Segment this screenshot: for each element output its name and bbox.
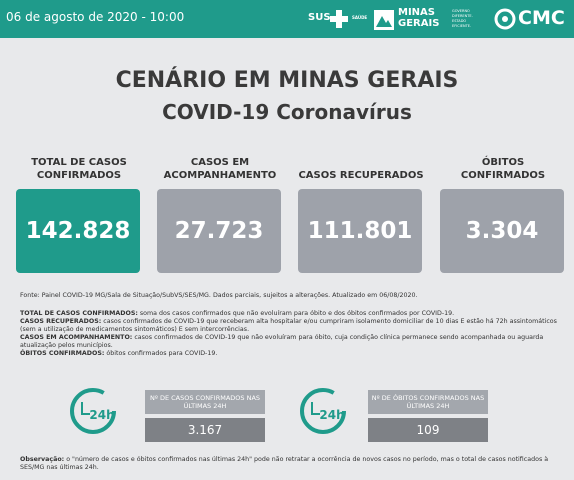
logo-saude: SAÚDE <box>352 15 368 20</box>
definition-term: ÓBITOS CONFIRMADOS: <box>20 350 105 357</box>
card-value: 111.801 <box>298 189 422 273</box>
card-value: 27.723 <box>157 189 281 273</box>
clock-hands <box>81 402 90 415</box>
indicator-label: Nº DE ÓBITOS CONFIRMADOS NAS ÚLTIMAS 24H <box>368 390 488 414</box>
top-bar <box>0 0 574 38</box>
card-label: ÓBITOS CONFIRMADOS <box>460 157 546 181</box>
definitions: TOTAL DE CASOS CONFIRMADOS: soma dos cas… <box>20 310 560 358</box>
definition: ÓBITOS CONFIRMADOS: óbitos confirmados p… <box>20 350 560 358</box>
icon-label: 24h <box>89 408 114 422</box>
date: 06 de agosto de 2020 - 10:00 <box>6 10 185 24</box>
card-value: 142.828 <box>16 189 140 273</box>
card-value: 3.304 <box>440 189 564 273</box>
definition-term: CASOS EM ACOMPANHAMENTO: <box>20 334 133 341</box>
observation-term: Observação: <box>20 456 65 463</box>
definition-text: casos confirmados de COVID-19 que não ev… <box>20 334 544 349</box>
clock-ring <box>300 388 346 434</box>
observation: Observação: o "número de casos e óbitos … <box>20 456 560 472</box>
definition-term: TOTAL DE CASOS CONFIRMADOS: <box>20 310 138 317</box>
card-label: TOTAL DE CASOS CONFIRMADOS <box>31 157 127 181</box>
indicator-value: 109 <box>368 418 488 442</box>
clock-hands <box>311 402 320 415</box>
logo-minas-gerais: MINAS GERAIS <box>398 7 440 29</box>
indicator-label: Nº DE CASOS CONFIRMADOS NAS ÚLTIMAS 24H <box>145 390 265 414</box>
cmc-icon <box>494 8 516 30</box>
clock-icon: 24h <box>70 388 116 434</box>
definition-term: CASOS RECUPERADOS: <box>20 318 102 325</box>
source: Fonte: Painel COVID-19 MG/Sala de Situaç… <box>20 292 418 299</box>
logo-cmc: CMC <box>518 7 565 29</box>
definition: CASOS EM ACOMPANHAMENTO: casos confirmad… <box>20 334 560 350</box>
logo-slogan: GOVERNO DIFERENTE. ESTADO EFICIENTE. <box>452 9 473 28</box>
card-label: CASOS EM ACOMPANHAMENTO <box>163 157 277 181</box>
definition: CASOS RECUPERADOS: casos confirmados de … <box>20 318 560 334</box>
definition-text: soma dos casos confirmados que não evolu… <box>139 310 455 317</box>
clock-icon: 24h <box>300 388 346 434</box>
cross-icon <box>330 10 348 28</box>
definition: TOTAL DE CASOS CONFIRMADOS: soma dos cas… <box>20 310 560 318</box>
observation-text: o "número de casos e óbitos confirmados … <box>20 456 549 471</box>
clock-ring <box>70 388 116 434</box>
title: CENÁRIO EM MINAS GERAIS <box>115 68 459 93</box>
logo-sus: SUS <box>308 12 331 23</box>
definition-text: casos confirmados de COVID-19 que recebe… <box>20 318 557 333</box>
mg-icon <box>374 10 394 30</box>
indicator-value: 3.167 <box>145 418 265 442</box>
card-label: CASOS RECUPERADOS <box>298 170 424 181</box>
definition-text: óbitos confirmados para COVID-19. <box>106 350 218 357</box>
icon-label: 24h <box>319 408 344 422</box>
subtitle: COVID-19 Coronavírus <box>162 100 412 124</box>
